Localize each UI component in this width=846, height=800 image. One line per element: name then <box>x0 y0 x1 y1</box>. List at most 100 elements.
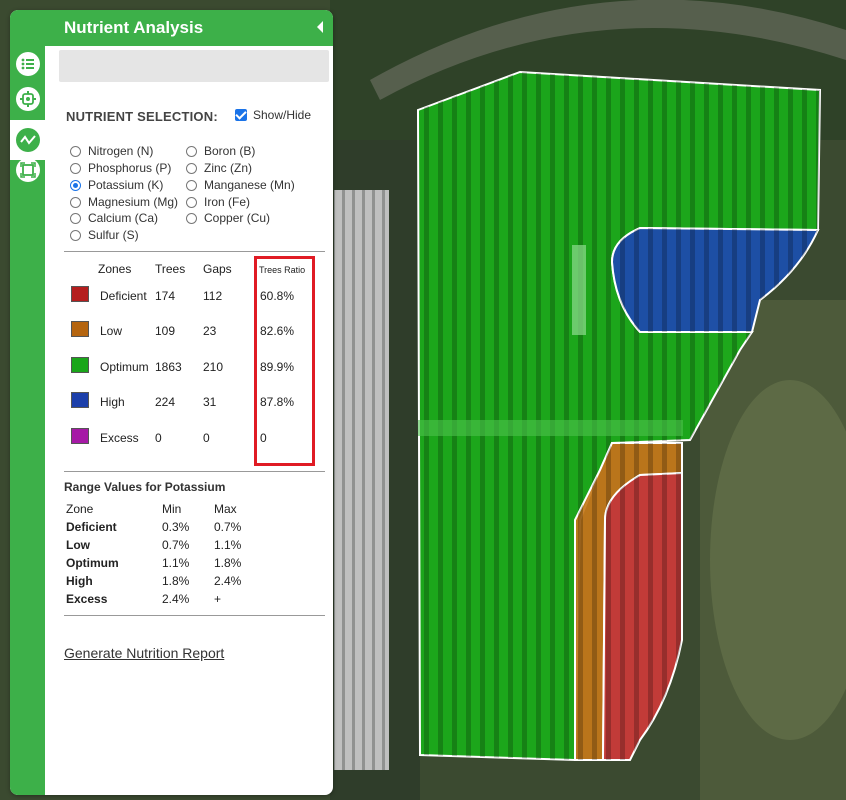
zone-label: Deficient <box>100 289 147 303</box>
header-trees-ratio: Trees Ratio <box>259 265 306 275</box>
radio-dot[interactable] <box>186 162 197 174</box>
range-max: + <box>214 592 222 606</box>
ratio-value: 60.8% <box>260 289 295 303</box>
panel-title: Nutrient Analysis <box>64 18 204 37</box>
header-zones: Zones <box>98 262 132 276</box>
ratio-value: 87.8% <box>260 395 295 409</box>
gaps-value: 23 <box>203 324 217 338</box>
radio-dot[interactable] <box>186 179 197 191</box>
radio-label: Sulfur (S) <box>88 228 139 242</box>
gaps-value: 210 <box>203 360 224 374</box>
radio-copper[interactable]: Copper (Cu) <box>186 211 270 225</box>
orchard-plot <box>334 190 389 770</box>
radio-manganese[interactable]: Manganese (Mn) <box>186 178 295 192</box>
swatch-deficient <box>71 286 89 302</box>
field-divider <box>418 420 683 436</box>
range-zone: Low <box>66 538 90 552</box>
gaps-value: 0 <box>203 431 210 445</box>
trees-ratio-highlight-box <box>254 256 315 466</box>
radio-iron[interactable]: Iron (Fe) <box>186 195 250 209</box>
radio-dot[interactable] <box>70 212 81 224</box>
radio-dot[interactable] <box>70 229 81 241</box>
show-hide-toggle[interactable]: Show/Hide <box>235 108 311 122</box>
swatch-high <box>71 392 89 408</box>
divider <box>64 615 325 616</box>
trees-value: 174 <box>155 289 176 303</box>
radio-dot[interactable] <box>70 145 81 157</box>
radio-label: Iron (Fe) <box>204 195 251 209</box>
list-icon[interactable] <box>16 52 40 76</box>
radio-label: Boron (B) <box>204 144 256 158</box>
gear-icon[interactable] <box>16 87 40 111</box>
radio-nitrogen[interactable]: Nitrogen (N) <box>70 144 153 158</box>
search-input[interactable] <box>59 50 329 82</box>
range-zone: Excess <box>66 592 108 606</box>
range-zone: High <box>66 574 93 588</box>
road <box>370 0 846 100</box>
radio-sulfur[interactable]: Sulfur (S) <box>70 228 139 242</box>
zone-label: Low <box>100 324 123 338</box>
range-min: 0.7% <box>162 538 190 552</box>
radio-dot[interactable] <box>186 145 197 157</box>
trees-value: 1863 <box>155 360 182 374</box>
range-min: 1.1% <box>162 556 190 570</box>
radio-label: Phosphorus (P) <box>88 161 172 175</box>
radio-potassium[interactable]: Potassium (K) <box>70 178 163 192</box>
radio-dot[interactable] <box>186 212 197 224</box>
range-values-title: Range Values for Potassium <box>64 480 226 494</box>
range-zone: Deficient <box>66 520 117 534</box>
field-path <box>572 245 586 335</box>
clearing-east <box>710 380 846 740</box>
radio-dot[interactable] <box>70 162 81 174</box>
radio-calcium[interactable]: Calcium (Ca) <box>70 211 158 225</box>
ratio-value: 82.6% <box>260 324 295 338</box>
range-zone: Optimum <box>66 556 119 570</box>
zone-label: Optimum <box>100 360 149 374</box>
scan-icon[interactable] <box>16 158 40 182</box>
header-trees: Trees <box>155 262 186 276</box>
ratio-value: 89.9% <box>260 360 295 374</box>
radio-label: Magnesium (Mg) <box>88 195 179 209</box>
range-max: 2.4% <box>214 574 242 588</box>
divider <box>64 251 325 252</box>
collapse-icon[interactable] <box>317 21 323 33</box>
radio-label: Nitrogen (N) <box>88 144 154 158</box>
trees-value: 224 <box>155 395 176 409</box>
range-max: 1.1% <box>214 538 242 552</box>
panel-content: NUTRIENT SELECTION: Show/Hide Nitrogen (… <box>45 10 333 795</box>
swatch-low <box>71 321 89 337</box>
gaps-value: 31 <box>203 395 217 409</box>
range-min: 2.4% <box>162 592 190 606</box>
nutrient-selection-title: NUTRIENT SELECTION: <box>66 109 218 124</box>
ratio-value: 0 <box>260 431 267 445</box>
zone-label: Excess <box>100 431 139 445</box>
radio-phosphorus[interactable]: Phosphorus (P) <box>70 161 171 175</box>
range-header-max: Max <box>214 502 237 516</box>
swatch-optimum <box>71 357 89 373</box>
range-header-min: Min <box>162 502 182 516</box>
checkbox-icon[interactable] <box>235 109 247 121</box>
header-gaps: Gaps <box>203 262 232 276</box>
radio-label: Potassium (K) <box>88 178 164 192</box>
radio-dot[interactable] <box>186 196 197 208</box>
range-min: 1.8% <box>162 574 190 588</box>
nutrient-analysis-panel: Nutrient Analysis NUTRIENT SELECTION: Sh… <box>10 10 333 795</box>
radio-label: Copper (Cu) <box>204 211 271 225</box>
gaps-value: 112 <box>203 289 223 303</box>
radio-dot[interactable] <box>70 196 81 208</box>
show-hide-label: Show/Hide <box>253 108 312 122</box>
range-header-zone: Zone <box>66 502 94 516</box>
radio-dot-selected[interactable] <box>70 179 81 191</box>
range-min: 0.3% <box>162 520 190 534</box>
swatch-excess <box>71 428 89 444</box>
radio-magnesium[interactable]: Magnesium (Mg) <box>70 195 178 209</box>
divider <box>64 471 325 472</box>
radio-boron[interactable]: Boron (B) <box>186 144 255 158</box>
radio-zinc[interactable]: Zinc (Zn) <box>186 161 252 175</box>
generate-report-link[interactable]: Generate Nutrition Report <box>64 645 225 661</box>
radio-label: Manganese (Mn) <box>204 178 295 192</box>
range-max: 0.7% <box>214 520 242 534</box>
trees-value: 0 <box>155 431 162 445</box>
wave-icon[interactable] <box>16 128 40 152</box>
